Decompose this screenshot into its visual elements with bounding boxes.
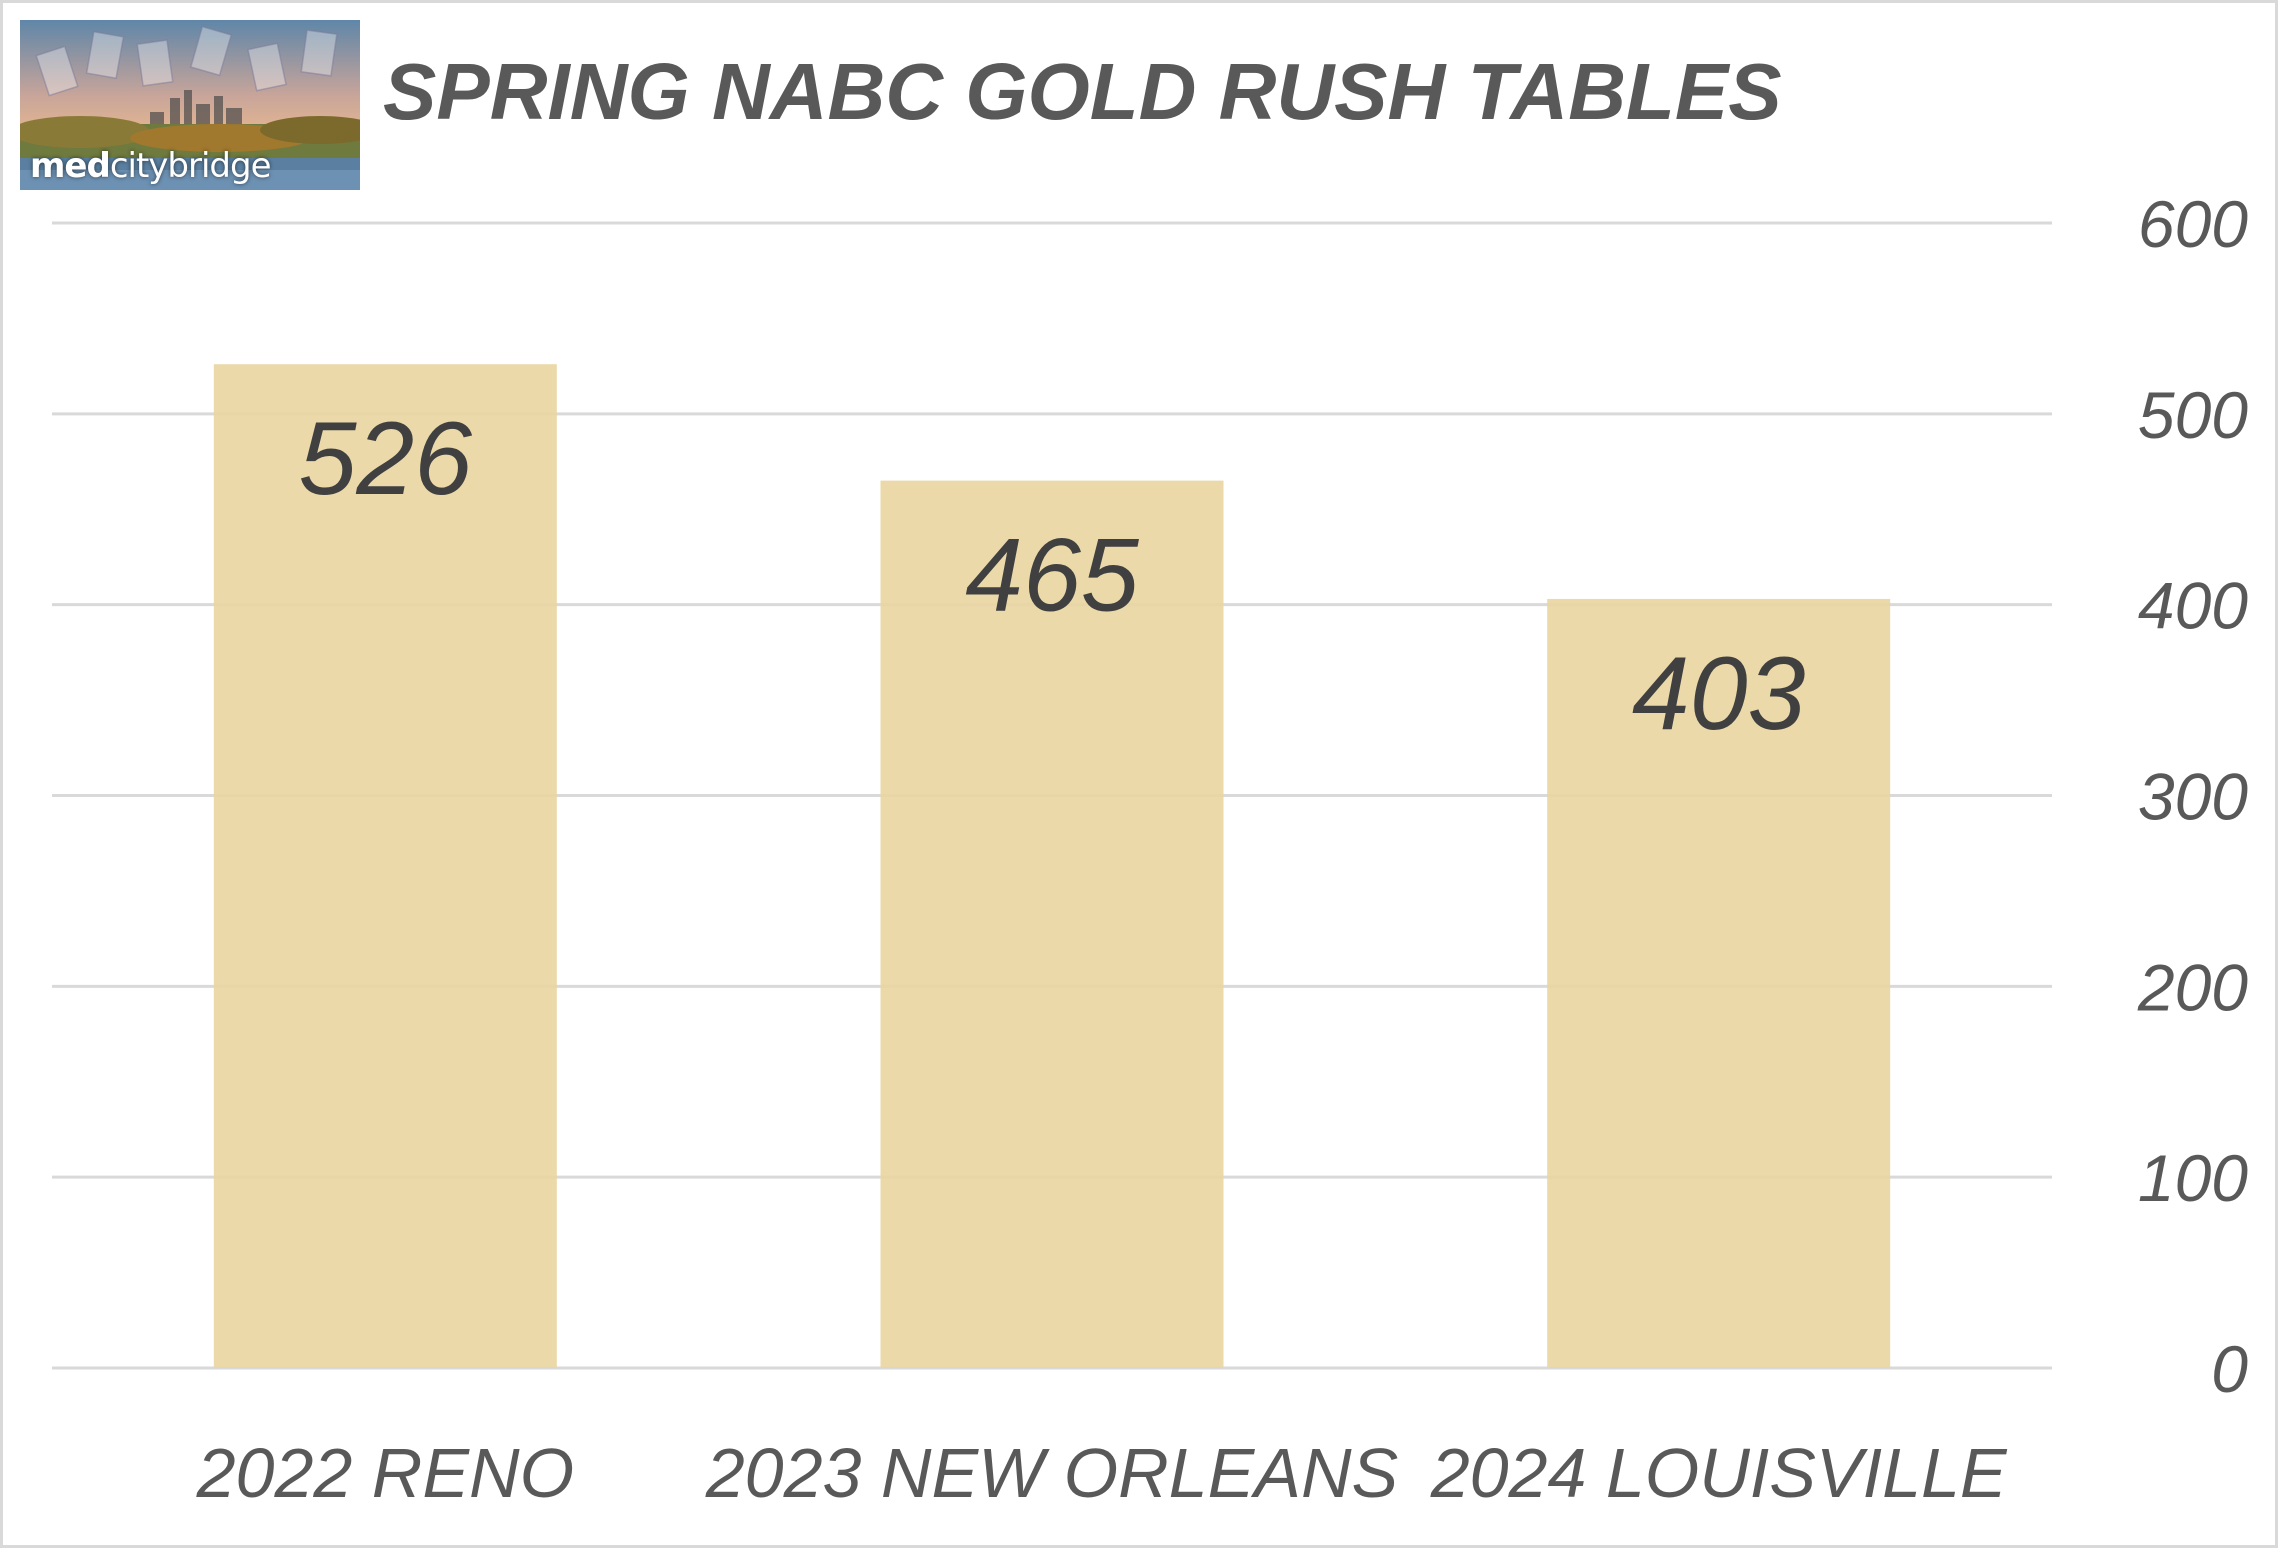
x-tick-label-1: 2022 RENO [196,1434,574,1512]
data-label-1: 526 [299,401,473,517]
x-tick-label-3: 2024 LOUISVILLE [1430,1434,2008,1512]
y-tick-label-600: 600 [2138,187,2248,261]
y-tick-label-100: 100 [2138,1141,2248,1215]
logo-image [20,20,360,190]
y-tick-label-400: 400 [2138,569,2248,643]
y-tick-label-500: 500 [2138,378,2248,452]
x-tick-label-2: 2023 NEW ORLEANS [705,1434,1398,1512]
y-tick-label-200: 200 [2137,950,2248,1024]
x-axis-tick-labels: 2022 RENO 2023 NEW ORLEANS 2024 LOUISVILLE [196,1434,2008,1512]
y-tick-label-0: 0 [2211,1332,2248,1406]
bar-3 [1547,598,1891,1368]
chart-title: SPRING NABC GOLD RUSH TABLES [383,47,1782,136]
bar-2 [880,480,1224,1368]
bar-1 [213,364,557,1368]
data-label-2: 465 [965,518,1140,634]
medcitybridge-logo: medcitybridge [20,20,360,190]
data-labels: 526 465 403 [299,401,1806,752]
y-tick-label-300: 300 [2138,760,2248,834]
y-axis-tick-labels: 0 100 200 300 400 500 600 [2137,187,2248,1406]
logo-text: medcitybridge [30,146,272,186]
data-label-3: 403 [1632,636,1806,752]
bars [213,364,1891,1368]
